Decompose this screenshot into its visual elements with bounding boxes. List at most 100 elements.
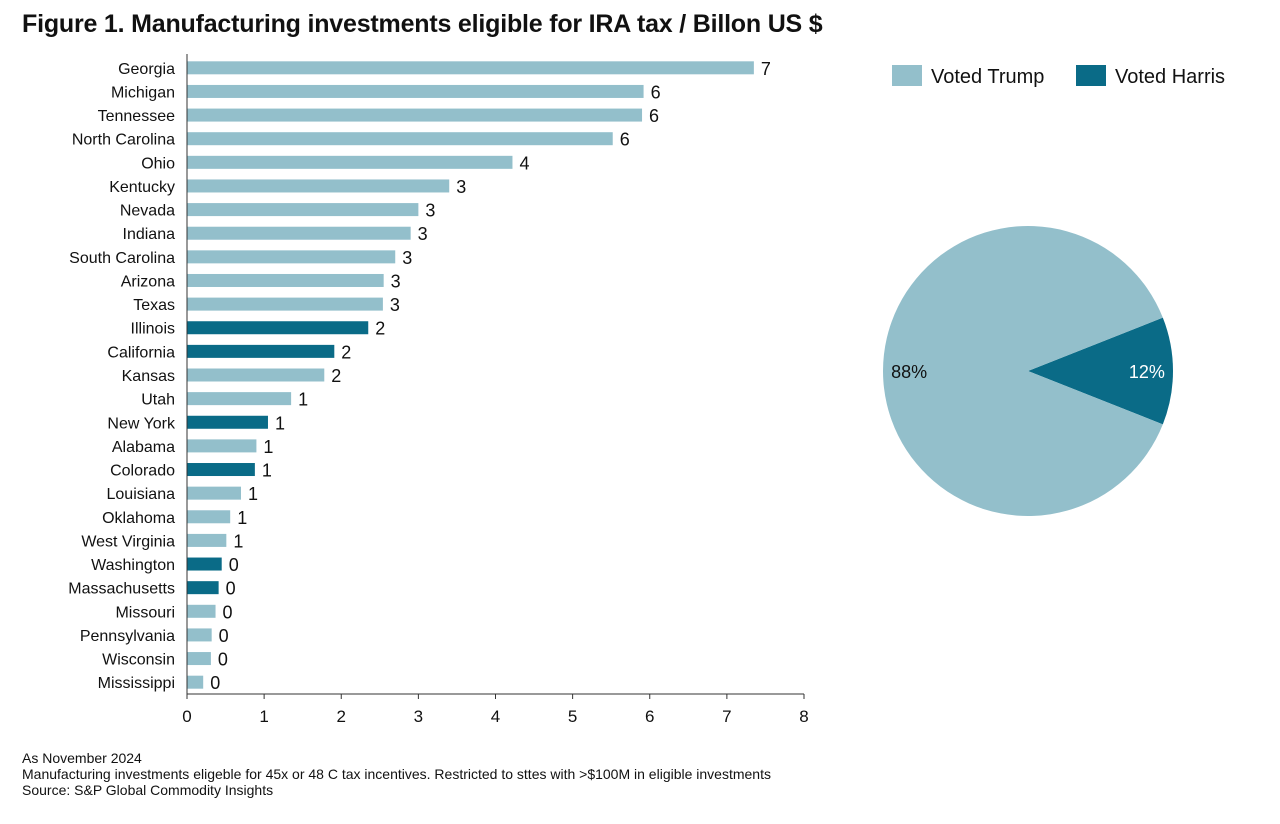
bar bbox=[187, 273, 384, 287]
bar bbox=[187, 486, 241, 500]
value-label: 2 bbox=[341, 342, 351, 362]
legend-swatch bbox=[892, 65, 922, 86]
bar bbox=[187, 557, 222, 571]
value-label: 0 bbox=[226, 579, 236, 599]
category-label: Colorado bbox=[110, 463, 175, 480]
value-label: 0 bbox=[210, 673, 220, 693]
value-label: 4 bbox=[519, 153, 529, 173]
value-label: 0 bbox=[218, 650, 228, 670]
bar bbox=[187, 463, 255, 477]
bar bbox=[187, 581, 219, 595]
category-label: Utah bbox=[141, 392, 175, 409]
note-description: Manufacturing investments eligeble for 4… bbox=[22, 766, 771, 782]
value-label: 0 bbox=[229, 555, 239, 575]
category-label: Massachusetts bbox=[68, 581, 175, 598]
category-label: Nevada bbox=[120, 203, 175, 220]
category-label: Alabama bbox=[112, 439, 175, 456]
value-label: 0 bbox=[223, 602, 233, 622]
bar bbox=[187, 108, 643, 122]
value-label: 3 bbox=[425, 201, 435, 221]
value-label: 1 bbox=[275, 413, 285, 433]
value-label: 3 bbox=[418, 224, 428, 244]
bar bbox=[187, 321, 369, 335]
bar bbox=[187, 510, 231, 524]
value-label: 1 bbox=[298, 390, 308, 410]
value-label: 2 bbox=[375, 319, 385, 339]
x-tick-label: 0 bbox=[182, 707, 191, 726]
value-label: 6 bbox=[651, 82, 661, 102]
bar bbox=[187, 604, 216, 618]
category-label: California bbox=[107, 344, 175, 361]
value-label: 2 bbox=[331, 366, 341, 386]
x-tick-label: 4 bbox=[491, 707, 500, 726]
value-label: 1 bbox=[233, 531, 243, 551]
bar bbox=[187, 628, 212, 642]
pie-label: 88% bbox=[891, 362, 927, 382]
category-label: Mississippi bbox=[98, 675, 175, 692]
x-tick-label: 1 bbox=[259, 707, 268, 726]
note-source: Source: S&P Global Commodity Insights bbox=[22, 782, 274, 798]
bar bbox=[187, 439, 257, 453]
value-label: 1 bbox=[237, 508, 247, 528]
category-label: Wisconsin bbox=[102, 652, 175, 669]
bar bbox=[187, 533, 227, 547]
bar bbox=[187, 415, 268, 429]
legend-label: Voted Harris bbox=[1115, 66, 1225, 88]
category-label: Kentucky bbox=[109, 179, 175, 196]
category-label: Kansas bbox=[122, 368, 175, 385]
category-label: Ohio bbox=[141, 155, 175, 172]
bar bbox=[187, 179, 450, 193]
category-label: Indiana bbox=[123, 226, 176, 243]
pie-label: 12% bbox=[1129, 362, 1165, 382]
bar bbox=[187, 652, 211, 666]
chart-notes: As November 2024 Manufacturing investmen… bbox=[22, 750, 771, 798]
legend-label: Voted Trump bbox=[931, 66, 1044, 88]
x-tick-label: 5 bbox=[568, 707, 577, 726]
category-label: Pennsylvania bbox=[80, 628, 175, 645]
value-label: 3 bbox=[402, 248, 412, 268]
bar bbox=[187, 226, 411, 240]
bar bbox=[187, 368, 325, 382]
x-tick-label: 3 bbox=[414, 707, 423, 726]
category-label: Georgia bbox=[118, 61, 175, 78]
category-label: Arizona bbox=[121, 273, 175, 290]
value-label: 6 bbox=[620, 130, 630, 150]
category-label: West Virginia bbox=[81, 533, 175, 550]
legend-swatch bbox=[1076, 65, 1106, 86]
category-label: Louisiana bbox=[107, 486, 176, 503]
x-tick-label: 2 bbox=[337, 707, 346, 726]
value-label: 3 bbox=[391, 271, 401, 291]
note-date: As November 2024 bbox=[22, 750, 142, 766]
bar bbox=[187, 675, 204, 689]
category-label: Texas bbox=[133, 297, 175, 314]
value-label: 3 bbox=[456, 177, 466, 197]
category-label: Tennessee bbox=[98, 108, 175, 125]
category-label: North Carolina bbox=[72, 132, 175, 149]
value-label: 3 bbox=[390, 295, 400, 315]
x-tick-label: 7 bbox=[722, 707, 731, 726]
category-label: Oklahoma bbox=[102, 510, 175, 527]
category-label: Washington bbox=[91, 557, 175, 574]
category-label: Missouri bbox=[115, 604, 175, 621]
category-label: New York bbox=[107, 415, 176, 432]
bar bbox=[187, 155, 513, 169]
bar bbox=[187, 84, 644, 98]
value-label: 6 bbox=[649, 106, 659, 126]
pie-slice bbox=[1028, 317, 1173, 425]
x-tick-label: 8 bbox=[799, 707, 808, 726]
bar bbox=[187, 297, 383, 311]
value-label: 1 bbox=[248, 484, 258, 504]
bar bbox=[187, 61, 754, 75]
category-label: Michigan bbox=[111, 84, 175, 101]
bar bbox=[187, 203, 419, 217]
category-label: South Carolina bbox=[69, 250, 175, 267]
bar bbox=[187, 132, 613, 146]
pie-slice bbox=[883, 226, 1163, 516]
bar bbox=[187, 344, 335, 358]
chart-title: Figure 1. Manufacturing investments elig… bbox=[22, 10, 823, 38]
bar bbox=[187, 392, 292, 406]
bar bbox=[187, 250, 396, 264]
value-label: 1 bbox=[263, 437, 273, 457]
value-label: 0 bbox=[219, 626, 229, 646]
